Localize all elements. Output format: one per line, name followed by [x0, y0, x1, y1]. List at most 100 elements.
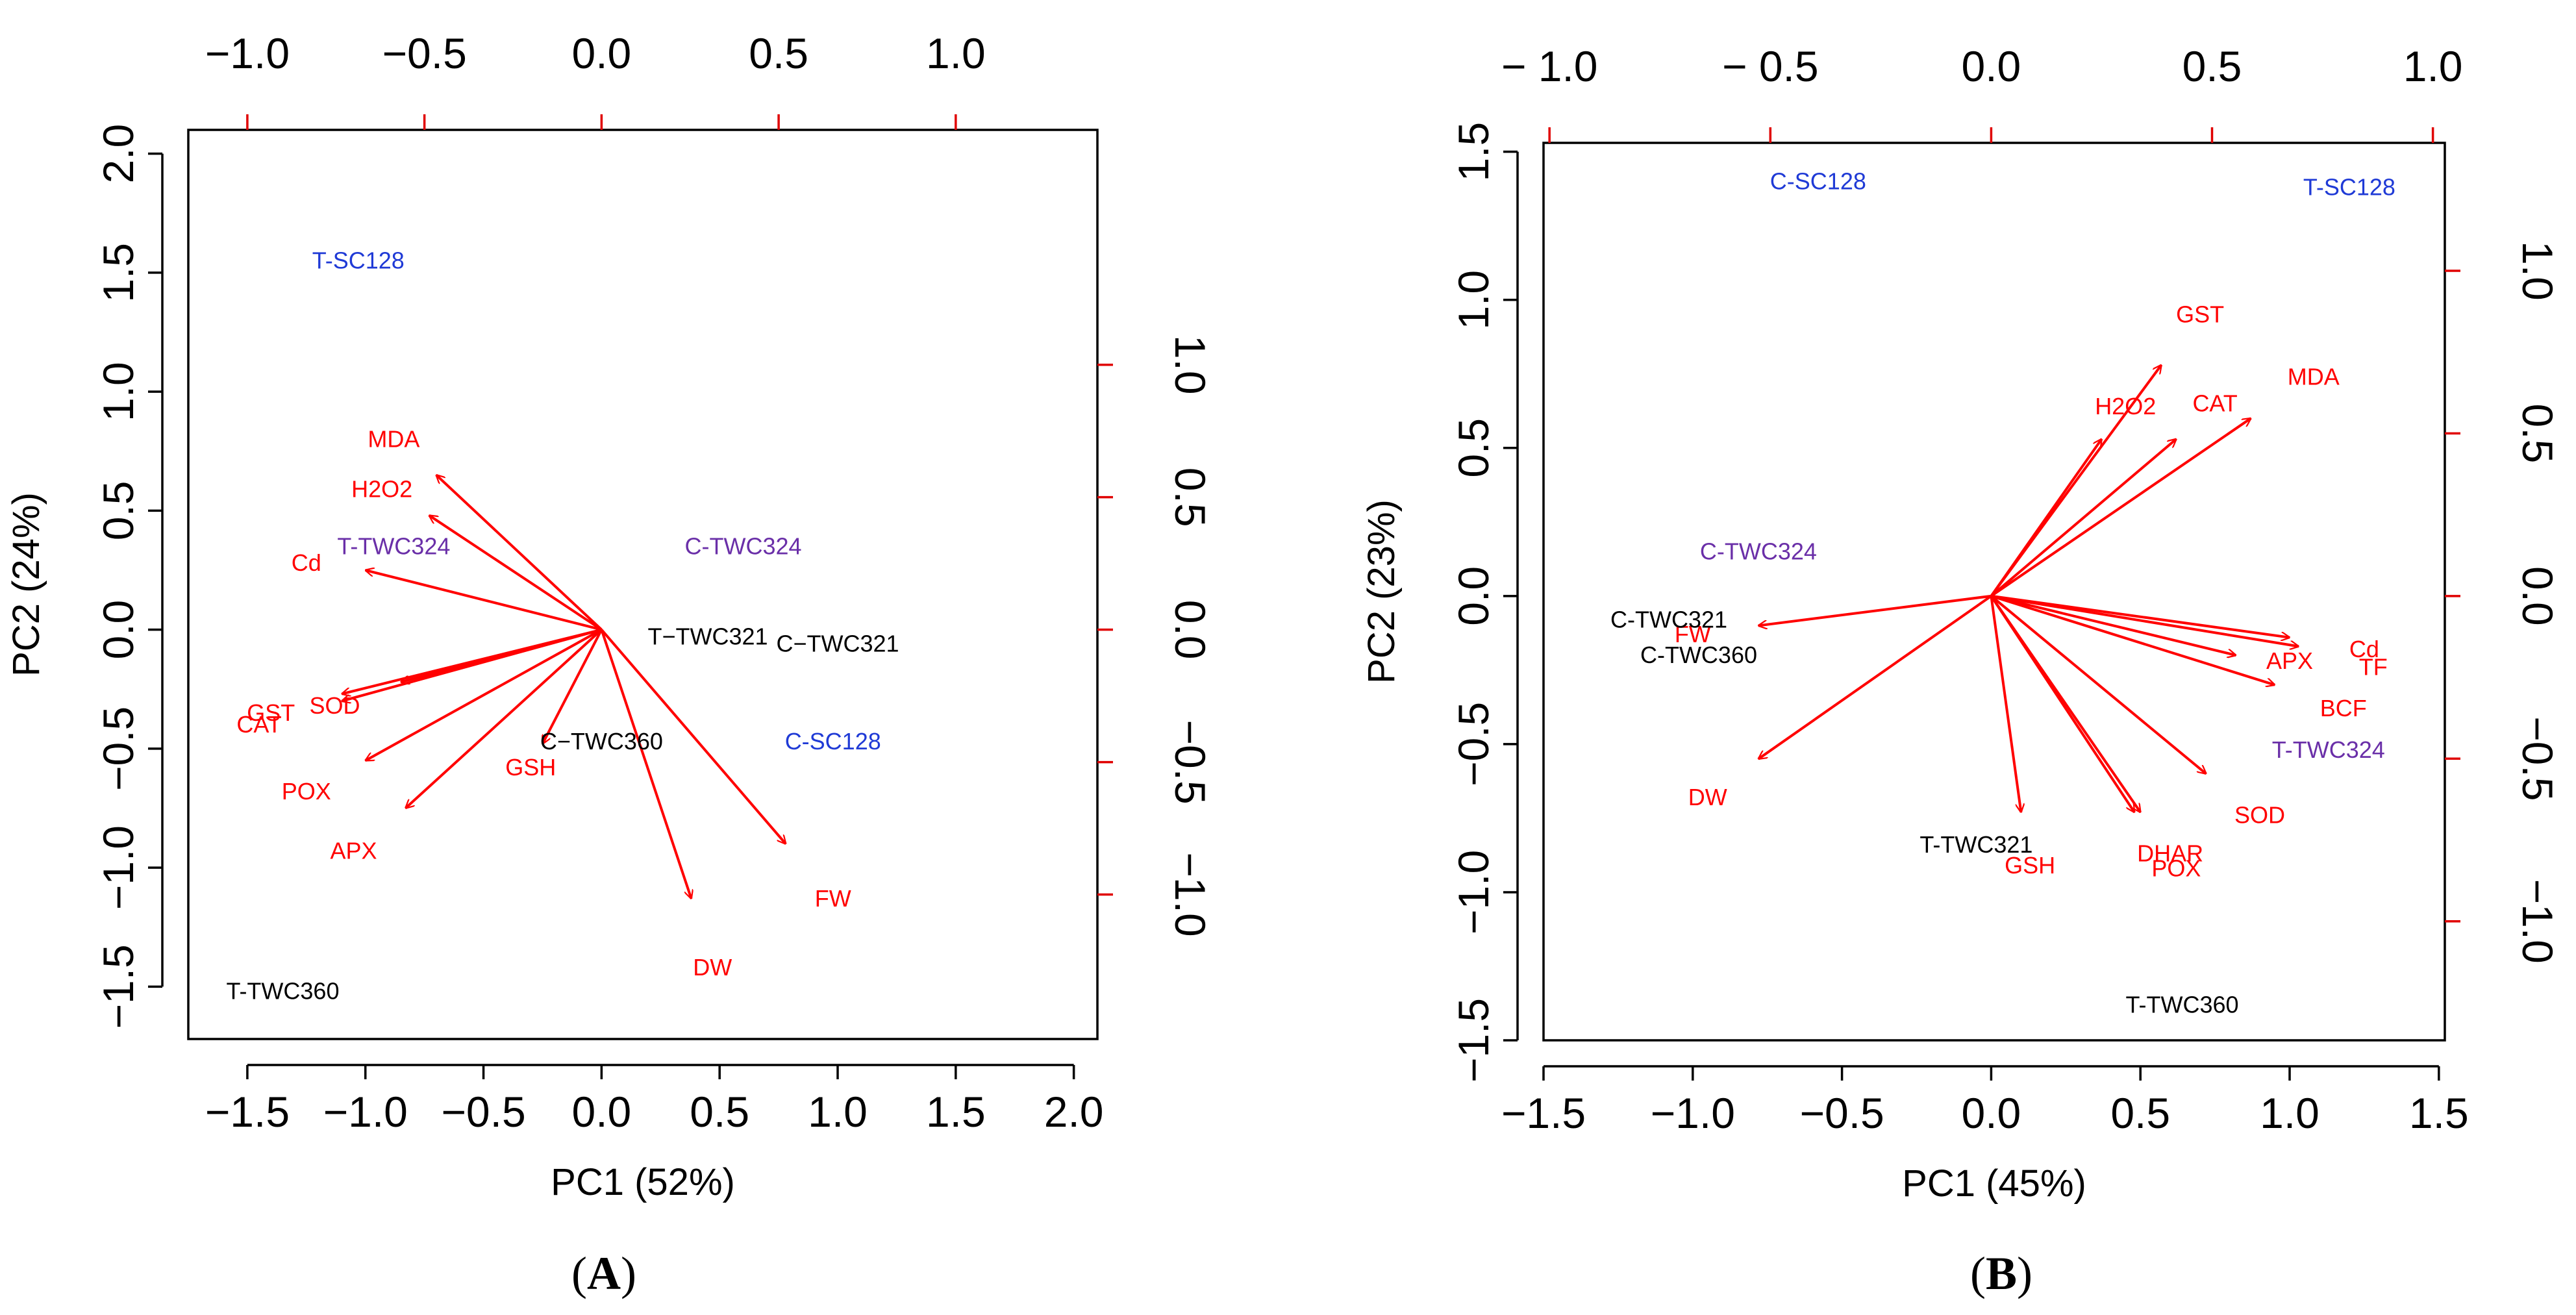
top-tick-label: 0.5: [2182, 42, 2242, 90]
observation-label: C-SC128: [1770, 168, 1866, 194]
y-tick-label: −1.0: [94, 825, 142, 910]
panel-label: (A): [571, 1247, 636, 1299]
observation-label: C-TWC324: [685, 532, 802, 559]
loading-label: GSH: [505, 754, 556, 781]
x-tick-label: 2.0: [1044, 1088, 1104, 1136]
right-tick-label: 0.0: [1166, 600, 1214, 660]
loading-arrow-dw: [1758, 595, 1992, 759]
loading-arrow-sod: [1990, 595, 2206, 774]
right-tick-label: 1.0: [2514, 241, 2562, 301]
loading-arrow-cat: [342, 628, 602, 701]
loading-label: GSH: [2005, 852, 2055, 879]
plot-frame: [187, 129, 1099, 1040]
loading-arrow-bcf: [1990, 594, 2275, 685]
loading-label: FW: [815, 885, 851, 912]
loading-arrow-gsh: [1990, 595, 2021, 812]
x-tick-label: 1.0: [2260, 1089, 2320, 1137]
top-tick-label: −0.5: [382, 29, 466, 77]
y-axis-title: PC2 (23%): [1360, 499, 1403, 684]
loading-arrow-pox: [1990, 595, 2140, 812]
observation-label: C-SC128: [785, 728, 881, 755]
loading-label: GST: [2176, 301, 2224, 328]
right-tick-label: 0.5: [2514, 404, 2562, 464]
y-tick-label: 1.0: [94, 362, 142, 421]
panel-label: (B): [1970, 1247, 2032, 1299]
loading-arrow-h2o2: [1990, 439, 2101, 597]
observation-label: C−TWC360: [540, 728, 663, 755]
x-tick-label: 1.5: [926, 1088, 986, 1136]
y-tick-label: 0.0: [1449, 566, 1497, 626]
observation-label: T-TWC324: [2272, 736, 2385, 763]
x-tick-label: −1.5: [205, 1088, 290, 1136]
x-tick-label: 0.5: [690, 1088, 749, 1136]
loading-label: TF: [2359, 653, 2388, 680]
loading-arrow-apx: [1990, 594, 2236, 655]
loading-arrow-mda: [436, 475, 603, 631]
y-tick-label: −1.5: [1449, 998, 1497, 1083]
loading-arrow-cd: [366, 570, 602, 631]
y-tick-label: −1.0: [1449, 850, 1497, 934]
y-tick-label: −0.5: [1449, 702, 1497, 786]
loading-label: DW: [1688, 784, 1727, 810]
loading-label: H2O2: [351, 475, 412, 502]
x-axis-title: PC1 (52%): [551, 1161, 735, 1203]
x-tick-label: 0.0: [571, 1088, 631, 1136]
loading-label: POX: [282, 778, 331, 805]
observation-label: T-SC128: [2303, 173, 2395, 200]
loading-arrow-cat: [1990, 439, 2176, 597]
observation-label: T-TWC321: [1919, 831, 2032, 858]
observation-label: C-TWC321: [1610, 606, 1727, 632]
loading-label: MDA: [2288, 363, 2340, 390]
loading-arrow-dw: [600, 629, 691, 899]
observation-label: T-TWC324: [337, 532, 450, 559]
loading-label: APX: [2266, 647, 2313, 674]
observation-label: C-TWC360: [1640, 642, 1757, 668]
y-tick-label: 1.5: [1449, 122, 1497, 182]
y-tick-label: 0.5: [1449, 418, 1497, 478]
y-tick-label: 0.5: [94, 481, 142, 541]
loading-label: GST: [247, 699, 295, 726]
loading-label: Cd: [292, 549, 321, 576]
loading-label: Cd: [2349, 636, 2379, 662]
loading-label: FW: [1675, 621, 1711, 647]
loading-arrow-apx: [406, 629, 603, 808]
x-tick-label: −0.5: [441, 1088, 525, 1136]
y-tick-label: −0.5: [94, 707, 142, 791]
loading-label: POX: [2151, 855, 2201, 881]
right-tick-label: −1.0: [1166, 852, 1214, 936]
x-axis-title: PC1 (45%): [1902, 1162, 2086, 1205]
loading-label: SOD: [2234, 801, 2285, 828]
loading-label: H2O2: [2095, 393, 2156, 420]
y-tick-label: −1.5: [94, 944, 142, 1029]
top-tick-label: 1.0: [2403, 42, 2463, 90]
top-tick-label: −1.0: [205, 29, 290, 77]
right-tick-label: 0.0: [2514, 566, 2562, 626]
top-tick-label: 0.0: [571, 29, 631, 77]
y-tick-label: 1.5: [94, 243, 142, 303]
x-tick-label: 0.0: [1962, 1089, 2021, 1137]
observation-label: C−TWC321: [776, 631, 899, 657]
loading-arrow-mda: [1990, 418, 2251, 597]
loading-arrow-pox: [366, 628, 603, 762]
x-tick-label: −1.0: [1651, 1089, 1735, 1137]
y-tick-label: 0.0: [94, 600, 142, 660]
loading-arrow-fw: [1758, 594, 1992, 626]
y-axis-title: PC2 (24%): [5, 492, 47, 677]
observation-label: C-TWC324: [1700, 538, 1817, 564]
loading-label: BCF: [2320, 695, 2367, 721]
x-tick-label: −1.5: [1501, 1089, 1586, 1137]
loading-arrow-h2o2: [429, 516, 603, 631]
x-tick-label: 1.0: [808, 1088, 868, 1136]
loading-arrow-fw: [600, 629, 786, 844]
observation-label: T−TWC321: [647, 623, 768, 650]
observation-label: T-SC128: [312, 247, 405, 274]
right-tick-label: −0.5: [2514, 716, 2562, 801]
top-tick-label: − 0.5: [1722, 42, 1819, 90]
x-tick-label: 0.5: [2110, 1089, 2170, 1137]
loading-arrow-gsh: [541, 629, 603, 744]
y-tick-label: 2.0: [94, 124, 142, 184]
right-tick-label: 0.5: [1166, 468, 1214, 527]
loading-label: CAT: [2192, 390, 2237, 416]
top-tick-label: − 1.0: [1501, 42, 1598, 90]
